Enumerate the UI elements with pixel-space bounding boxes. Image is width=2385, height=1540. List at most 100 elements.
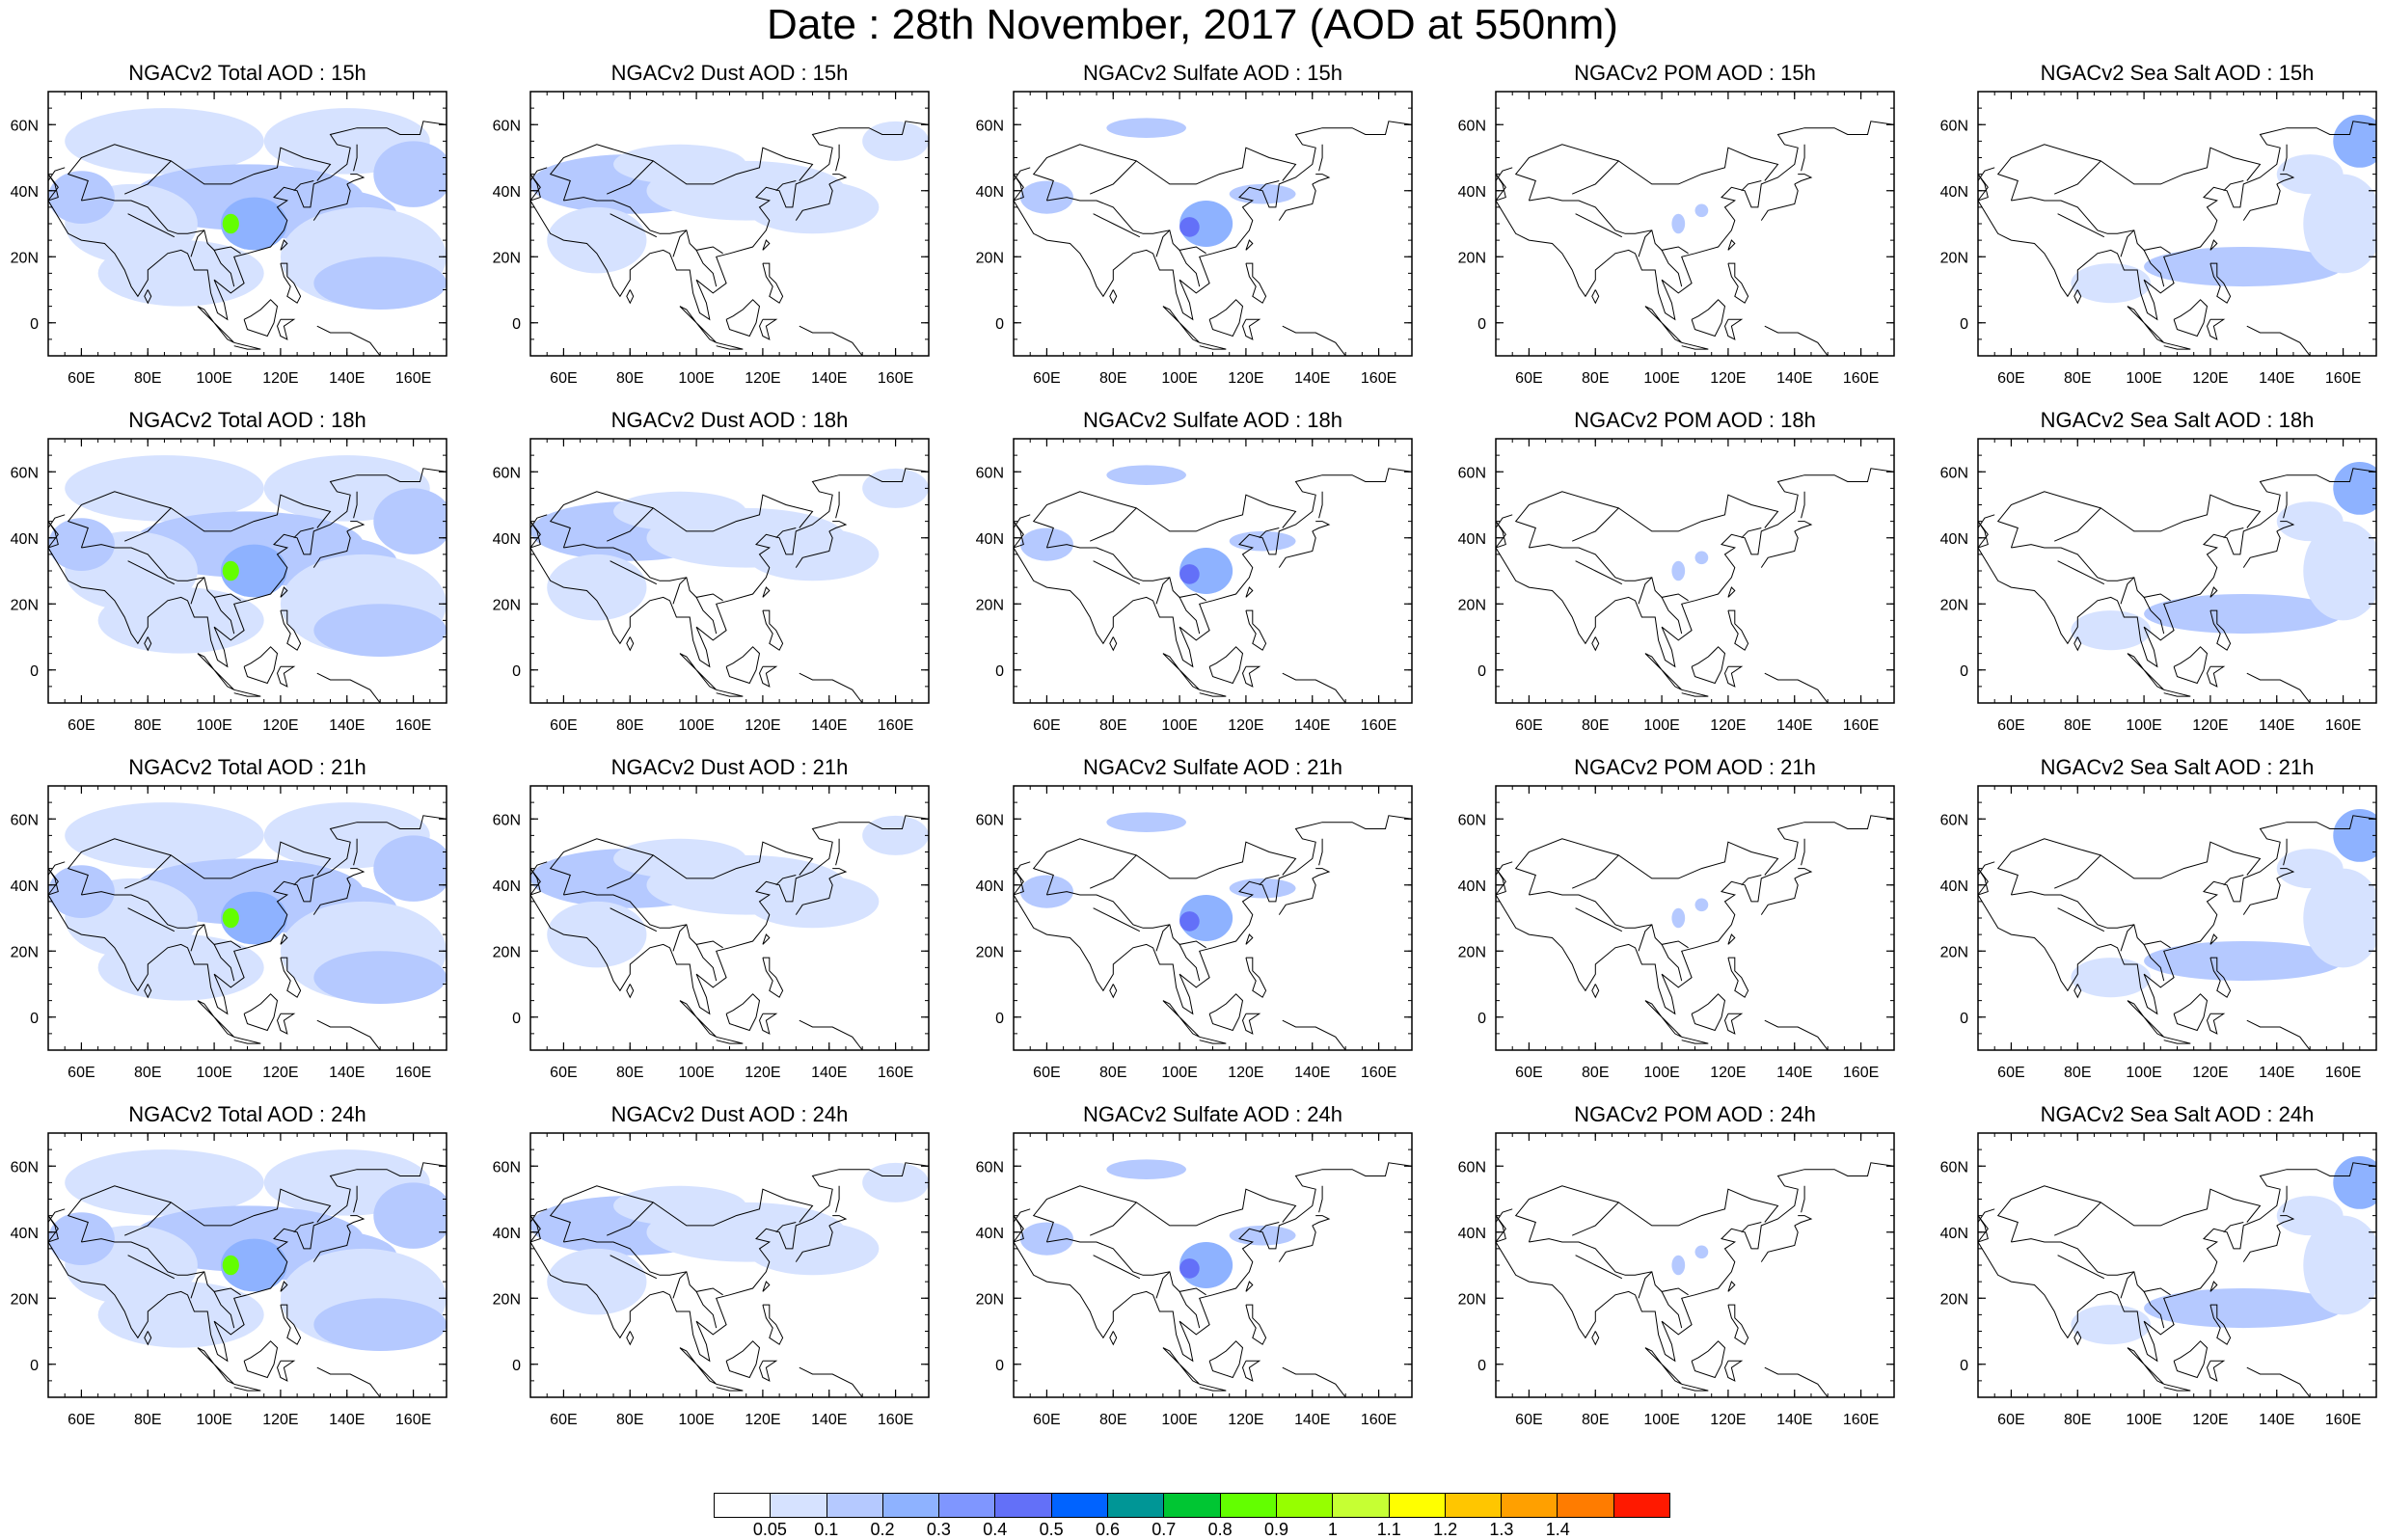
x-tick-label: 100E xyxy=(1161,1412,1197,1428)
aod-region xyxy=(373,488,447,554)
aod-region xyxy=(2303,174,2376,274)
y-tick-label: 20N xyxy=(1458,250,1486,266)
aod-region xyxy=(65,802,264,869)
y-tick-label: 20N xyxy=(976,250,1004,266)
aod-region xyxy=(2071,610,2151,651)
x-tick-label: 60E xyxy=(1515,1065,1542,1081)
y-tick-label: 60N xyxy=(1940,465,1968,481)
y-tick-label: 60N xyxy=(11,1159,39,1175)
aod-field xyxy=(2071,114,2376,304)
x-tick-label: 80E xyxy=(616,370,643,387)
panel-title: NGACv2 Total AOD : 18h xyxy=(128,408,366,432)
aod-map: 60E 80E 100E 120E 140E 160E 60N 40N 20N 0 xyxy=(493,438,930,734)
aod-region xyxy=(1019,527,1073,561)
x-tick-label: 60E xyxy=(68,1412,95,1428)
aod-region xyxy=(2144,940,2344,982)
x-tick-label: 100E xyxy=(196,1412,231,1428)
coastlines xyxy=(530,92,929,356)
aod-region xyxy=(48,865,115,918)
colorbar-label: 0.8 xyxy=(1207,1520,1233,1539)
aod-field xyxy=(1019,1159,1296,1288)
panel-title: NGACv2 Sea Salt AOD : 18h xyxy=(2040,408,2315,432)
y-tick-label: 20N xyxy=(493,1291,521,1308)
colorbar-swatch xyxy=(1445,1494,1503,1517)
coastlines xyxy=(1496,439,1894,703)
aod-map: 60E 80E 100E 120E 140E 160E 60N 40N 20N 0 xyxy=(1940,438,2377,734)
coastlines xyxy=(48,786,447,1050)
y-tick-label: 0 xyxy=(1477,663,1486,680)
coastlines xyxy=(48,1133,447,1397)
y-tick-label: 0 xyxy=(995,1011,1004,1027)
x-tick-label: 80E xyxy=(134,717,161,734)
aod-region xyxy=(2071,958,2151,998)
x-tick-label: 120E xyxy=(1228,1412,1263,1428)
colorbar-label: 0.7 xyxy=(1152,1520,1177,1539)
y-tick-label: 40N xyxy=(11,878,39,895)
y-tick-label: 40N xyxy=(1940,878,1968,895)
y-tick-label: 40N xyxy=(11,1226,39,1242)
aod-map: 60E 80E 100E 120E 140E 160E 60N 40N 20N 0 xyxy=(11,91,447,387)
y-tick-label: 20N xyxy=(976,944,1004,960)
aod-map: 60E 80E 100E 120E 140E 160E 60N 40N 20N 0 xyxy=(1940,785,2377,1081)
aod-region xyxy=(1179,911,1200,932)
x-tick-label: 80E xyxy=(1099,370,1126,387)
map-panel: NGACv2 Total AOD : 24h 60E 80E 100E 120E 140E… xyxy=(11,1102,447,1436)
aod-region xyxy=(1671,213,1686,234)
y-tick-label: 0 xyxy=(1960,1358,1968,1374)
coastlines xyxy=(530,786,929,1050)
x-tick-label: 80E xyxy=(1582,717,1609,734)
y-tick-label: 40N xyxy=(1458,184,1486,201)
colorbar-swatch xyxy=(827,1494,883,1517)
aod-region xyxy=(2276,849,2344,889)
figure-title: Date : 28th November, 2017 (AOD at 550nm… xyxy=(767,1,1618,48)
y-tick-label: 60N xyxy=(976,812,1004,828)
aod-map: 60E 80E 100E 120E 140E 160E 60N 40N 20N 0 xyxy=(1940,91,2377,387)
coastlines xyxy=(1978,786,2376,1050)
aod-region xyxy=(97,240,264,307)
aod-field xyxy=(1671,551,1709,581)
y-tick-label: 0 xyxy=(995,1358,1004,1374)
x-tick-label: 60E xyxy=(550,1412,577,1428)
aod-region xyxy=(313,604,447,658)
x-tick-label: 120E xyxy=(2192,717,2228,734)
aod-region xyxy=(862,815,929,855)
aod-region xyxy=(48,171,115,224)
aod-map: 60E 80E 100E 120E 140E 160E 60N 40N 20N 0 xyxy=(493,785,930,1081)
x-tick-label: 80E xyxy=(616,1412,643,1428)
x-tick-label: 140E xyxy=(1776,1412,1812,1428)
aod-region xyxy=(373,835,447,902)
x-tick-label: 120E xyxy=(262,1065,298,1081)
map-panel: NGACv2 Sea Salt AOD : 24h 60E 80E 100E 120E 1… xyxy=(1940,1102,2377,1436)
y-tick-label: 60N xyxy=(1940,118,1968,134)
map-panel: NGACv2 Total AOD : 18h 60E 80E 100E 120E 140E… xyxy=(11,408,447,742)
coastlines xyxy=(1496,1133,1894,1397)
aod-region xyxy=(2303,521,2376,621)
aod-region xyxy=(613,491,746,531)
x-tick-label: 60E xyxy=(1033,1412,1060,1428)
x-tick-label: 60E xyxy=(1033,717,1060,734)
x-tick-label: 120E xyxy=(262,1412,298,1428)
aod-field xyxy=(530,1162,929,1315)
y-tick-label: 20N xyxy=(493,944,521,960)
x-tick-label: 160E xyxy=(1361,717,1396,734)
colorbar-label: 0.6 xyxy=(1095,1520,1120,1539)
coastlines xyxy=(1014,439,1412,703)
colorbar-swatch xyxy=(1613,1494,1670,1517)
y-tick-label: 60N xyxy=(1458,1159,1486,1175)
x-tick-label: 140E xyxy=(2259,1065,2294,1081)
x-tick-label: 100E xyxy=(1643,1065,1679,1081)
aod-region xyxy=(313,951,447,1005)
aod-field xyxy=(1019,812,1296,941)
x-tick-label: 120E xyxy=(262,717,298,734)
aod-region xyxy=(1179,217,1200,237)
y-tick-label: 20N xyxy=(1940,250,1968,266)
aod-region xyxy=(2144,1287,2344,1329)
aod-region xyxy=(220,891,287,945)
y-tick-label: 0 xyxy=(30,1358,39,1374)
aod-field xyxy=(48,108,447,311)
aod-field xyxy=(1671,203,1709,234)
map-panel: NGACv2 Dust AOD : 24h 60E 80E 100E 120E 140E 1… xyxy=(493,1102,930,1436)
aod-map: 60E 80E 100E 120E 140E 160E 60N 40N 20N 0 xyxy=(1940,1132,2377,1428)
y-tick-label: 20N xyxy=(1940,944,1968,960)
y-tick-label: 0 xyxy=(30,1011,39,1027)
